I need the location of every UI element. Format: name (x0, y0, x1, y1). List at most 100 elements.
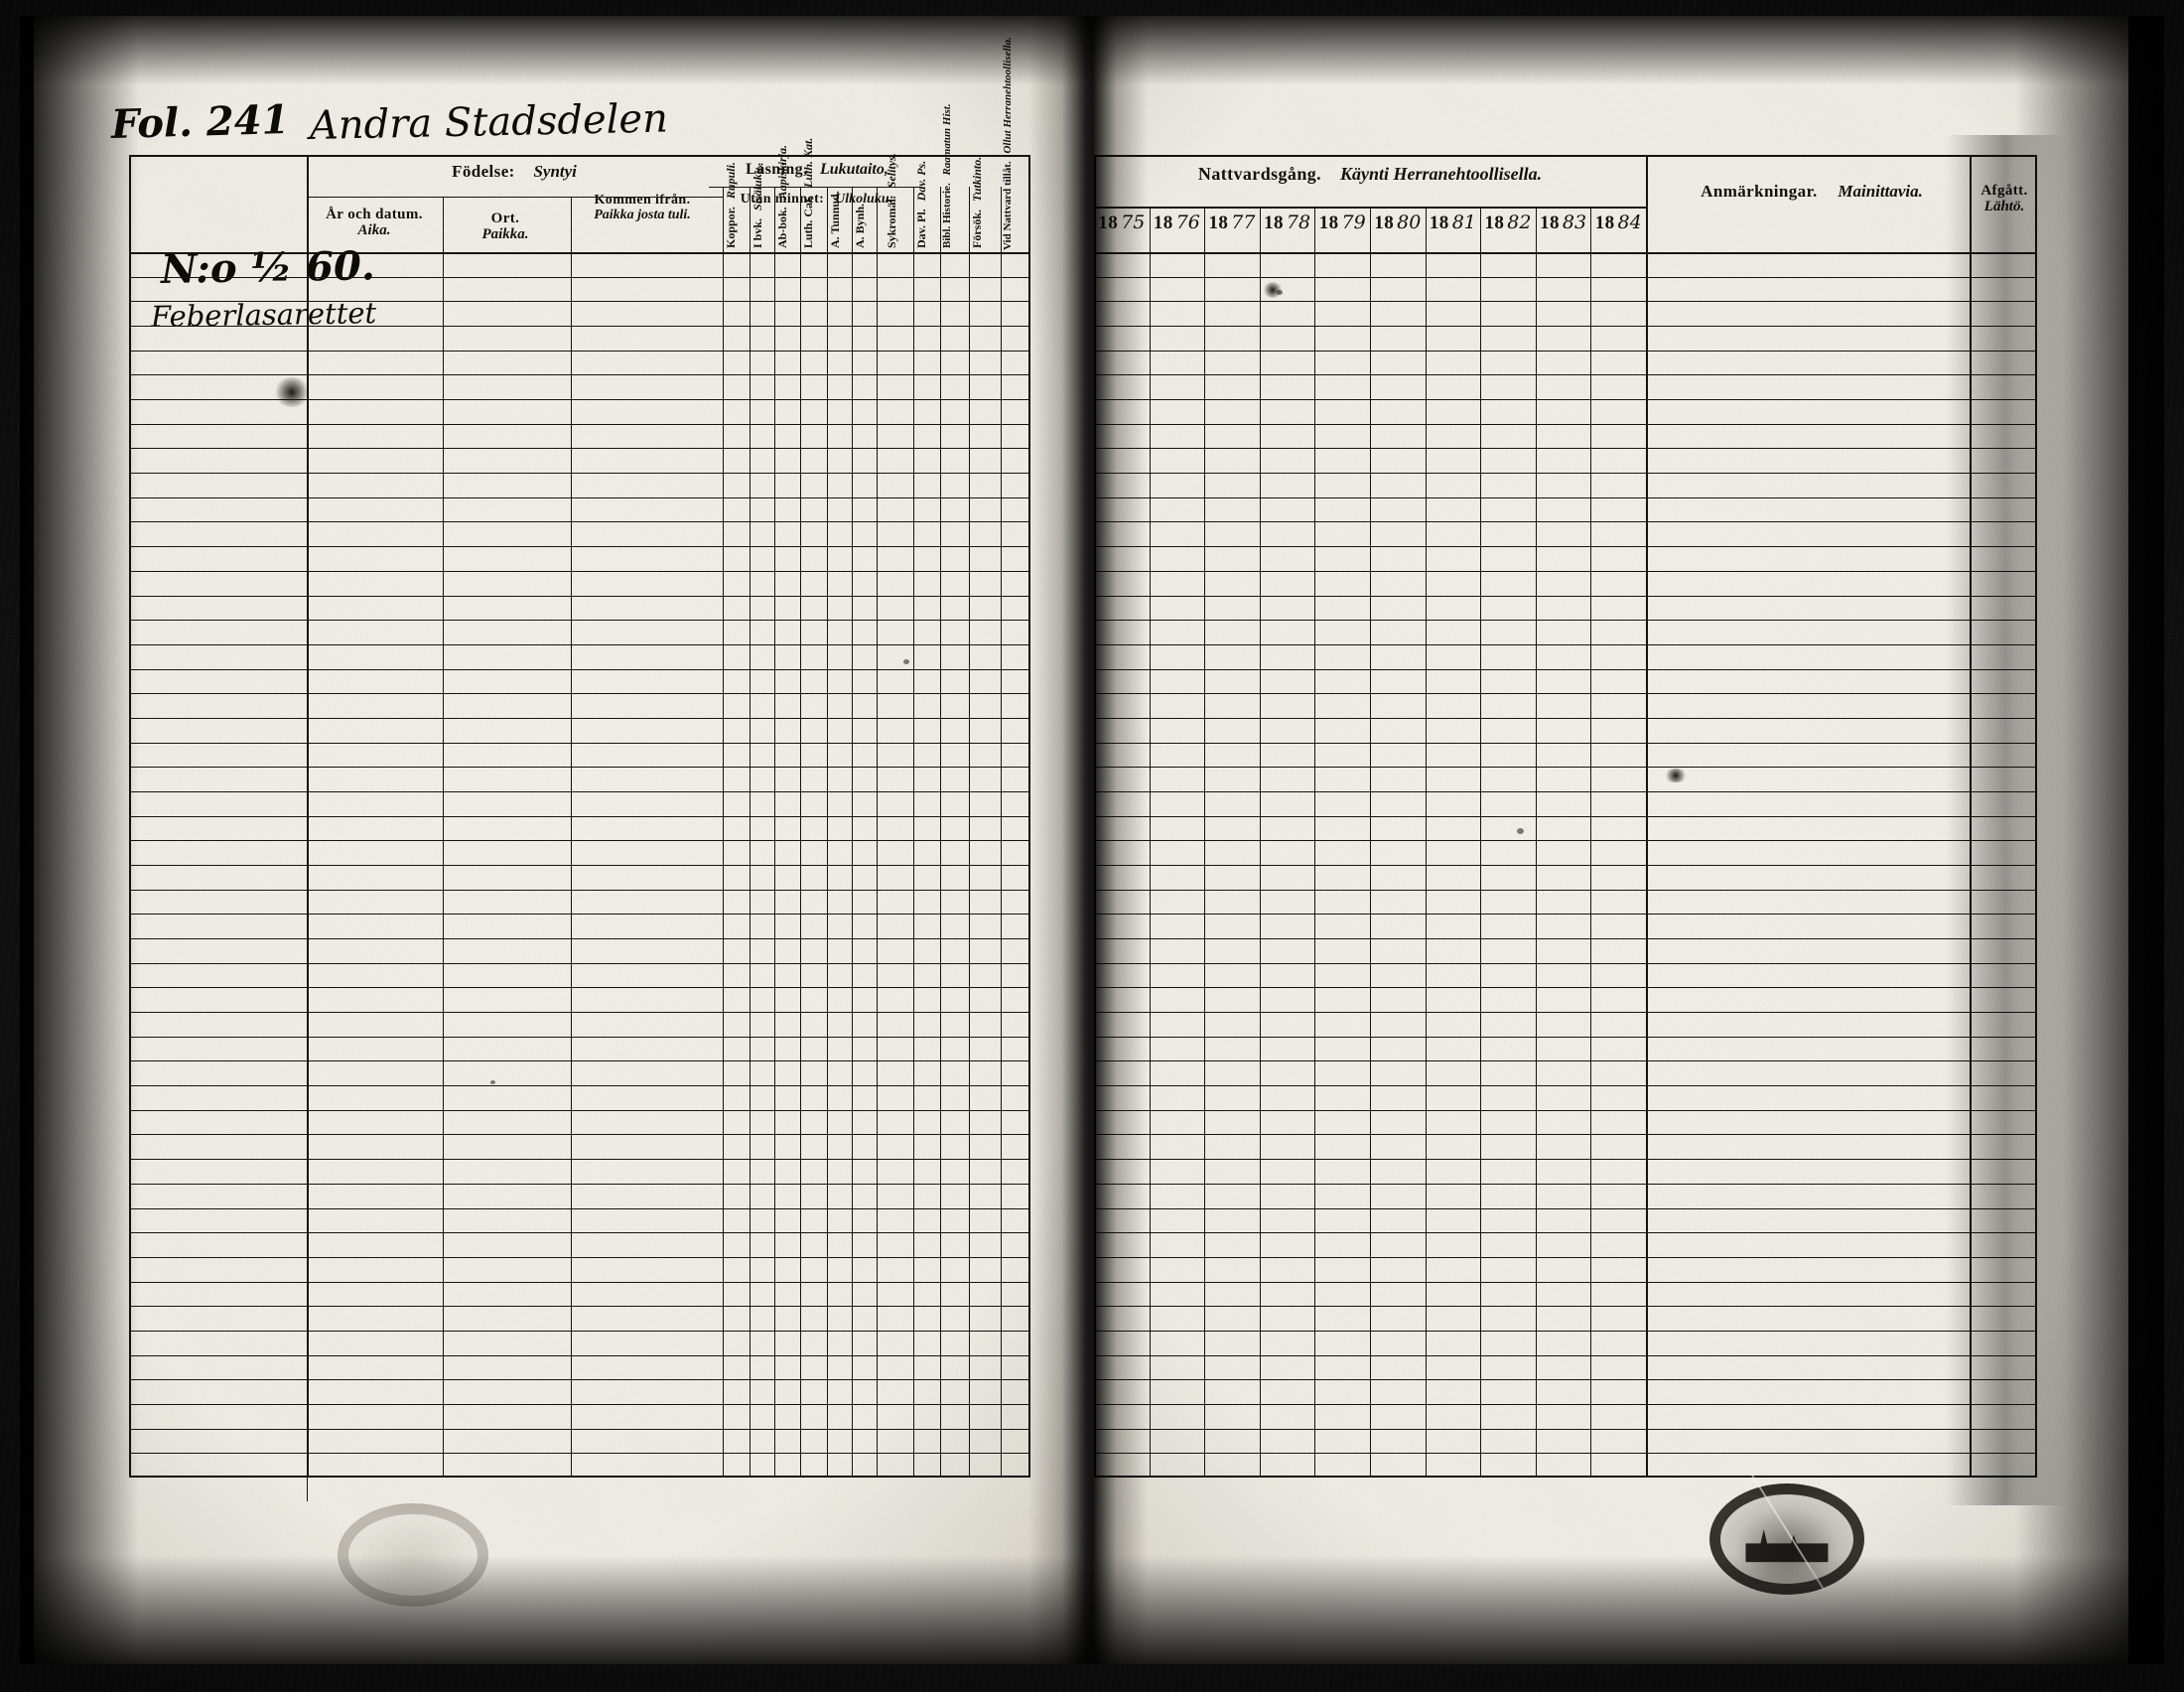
paper-speck (490, 1080, 495, 1084)
year-digits: 80 (1397, 212, 1422, 233)
table-row (1094, 1379, 2037, 1380)
examination-column-header-sv: Försök. (970, 210, 984, 248)
table-row (1094, 571, 2037, 572)
communion-group-header-sv: Nattvardsgång. (1197, 164, 1322, 184)
year-prefix: 18 (1594, 212, 1615, 233)
explanation-column-header-sv: Sykromäl. (885, 196, 898, 248)
a-tunnud-column-header: A. Tunnud. (828, 157, 842, 248)
year-column-header: 18 78 (1260, 212, 1315, 234)
table-row (1094, 1404, 2037, 1405)
inner-reading-column-header-fi: Sisäluku. (751, 164, 764, 211)
bible-history-column-header-fi: Raamatun Hist. (941, 103, 953, 176)
table-row (129, 571, 1030, 572)
table-row (1094, 374, 2037, 375)
a-tunnud-column-header-sv: A. Tunnud. (828, 191, 842, 248)
table-row (1094, 1306, 2037, 1307)
reading-group-header-sv: Läsning, (746, 161, 808, 178)
year-column-rule (1480, 207, 1482, 1478)
table-row (129, 1159, 1030, 1160)
paper-speck (1517, 828, 1524, 834)
table-row (1094, 1282, 2037, 1283)
table-row (129, 277, 1030, 278)
table-row (1094, 448, 2037, 449)
year-prefix: 18 (1484, 212, 1505, 233)
birth-place-column-header: Ort. Paikka. (445, 211, 566, 242)
year-digits: 84 (1617, 212, 1642, 233)
table-row (1094, 987, 2037, 988)
table-row (129, 497, 1030, 498)
table-row (1094, 1134, 2037, 1135)
year-column-rule (1314, 207, 1316, 1478)
year-digits: 79 (1341, 212, 1366, 233)
left-header-rule-mid (307, 197, 724, 198)
table-row (1094, 644, 2037, 645)
table-row (129, 1379, 1030, 1380)
table-row (129, 743, 1030, 744)
year-column-rule (1204, 207, 1206, 1478)
table-row (129, 326, 1030, 327)
notes-column-header-fi: Mainittavia. (1838, 182, 1923, 201)
bottom-edge-shadow (20, 1555, 2164, 1664)
year-column-rule (1425, 207, 1427, 1478)
table-row (1094, 1257, 2037, 1258)
table-row (1094, 521, 2037, 522)
year-prefix: 18 (1264, 212, 1284, 233)
table-row (1094, 1331, 2037, 1332)
table-row (129, 718, 1030, 719)
year-column-header: 18 79 (1314, 212, 1370, 234)
table-row (1094, 1110, 2037, 1111)
table-row (129, 840, 1030, 841)
admitted-communion-column-header: Vid Nattvard tillåt. Ollut Herranehtooll… (1002, 37, 1015, 250)
explanation-column-header-fi: Selitys. (885, 153, 898, 189)
year-digits: 83 (1562, 212, 1587, 233)
table-row (129, 1060, 1030, 1061)
birth-date-column-header-fi: Aika. (357, 222, 391, 239)
year-column-rule (1590, 207, 1592, 1478)
table-row (129, 938, 1030, 939)
table-row (1094, 718, 2037, 719)
table-row (1094, 1085, 2037, 1086)
table-row (129, 890, 1030, 891)
reading-group-header-fi: Lukutaito, (819, 161, 888, 178)
table-row (1094, 301, 2037, 302)
year-prefix: 18 (1540, 212, 1560, 233)
table-row (129, 1404, 1030, 1405)
year-column-header: 18 80 (1370, 212, 1426, 234)
notes-column-header: Anmärkningar. Mainittavia. (1654, 182, 1970, 201)
birth-date-column-header: År och datum. Aika. (310, 207, 439, 238)
table-row (1094, 497, 2037, 498)
byrote-group-header-sv: Utan minnet: (740, 192, 825, 207)
table-row (1094, 351, 2037, 352)
a-bynh-column-header-sv: A. Bynh. (853, 203, 867, 248)
table-row (1094, 791, 2037, 792)
table-row (1094, 1037, 2037, 1038)
table-row (1094, 424, 2037, 425)
table-row (1094, 1184, 2037, 1185)
table-row (129, 374, 1030, 375)
table-row (1094, 1208, 2037, 1209)
left-header-rule-top (129, 155, 1030, 157)
right-edge-shadow (2015, 16, 2164, 1664)
byrote-group-header: Utan minnet: Ulkoluku: (709, 191, 925, 207)
left-edge-shadow (20, 16, 139, 1664)
came-from-column-header: Kommen ifrån. Paikka josta tuli. (573, 193, 712, 222)
smallpox-column-header: Koppor. Rupuli. (724, 157, 738, 248)
smallpox-column-header-sv: Koppor. (724, 207, 738, 248)
table-row (1094, 1159, 2037, 1160)
table-row (129, 1085, 1030, 1086)
year-digits: 82 (1507, 212, 1532, 233)
birth-date-column-header-sv: År och datum. (326, 207, 423, 222)
year-digits: 81 (1451, 212, 1476, 233)
table-row (129, 596, 1030, 597)
table-row (129, 1110, 1030, 1111)
table-row (129, 473, 1030, 474)
birth-place-column-header-sv: Ort. (490, 211, 520, 226)
table-row (1094, 1429, 2037, 1430)
table-row (1094, 620, 2037, 621)
table-row (129, 399, 1030, 400)
ink-blot (1263, 282, 1283, 298)
ink-blot (1664, 769, 1688, 782)
table-row (129, 1429, 1030, 1430)
bible-history-column-header: Bibl. Historie. Raamatun Hist. (941, 103, 954, 248)
table-row (1094, 326, 2037, 327)
